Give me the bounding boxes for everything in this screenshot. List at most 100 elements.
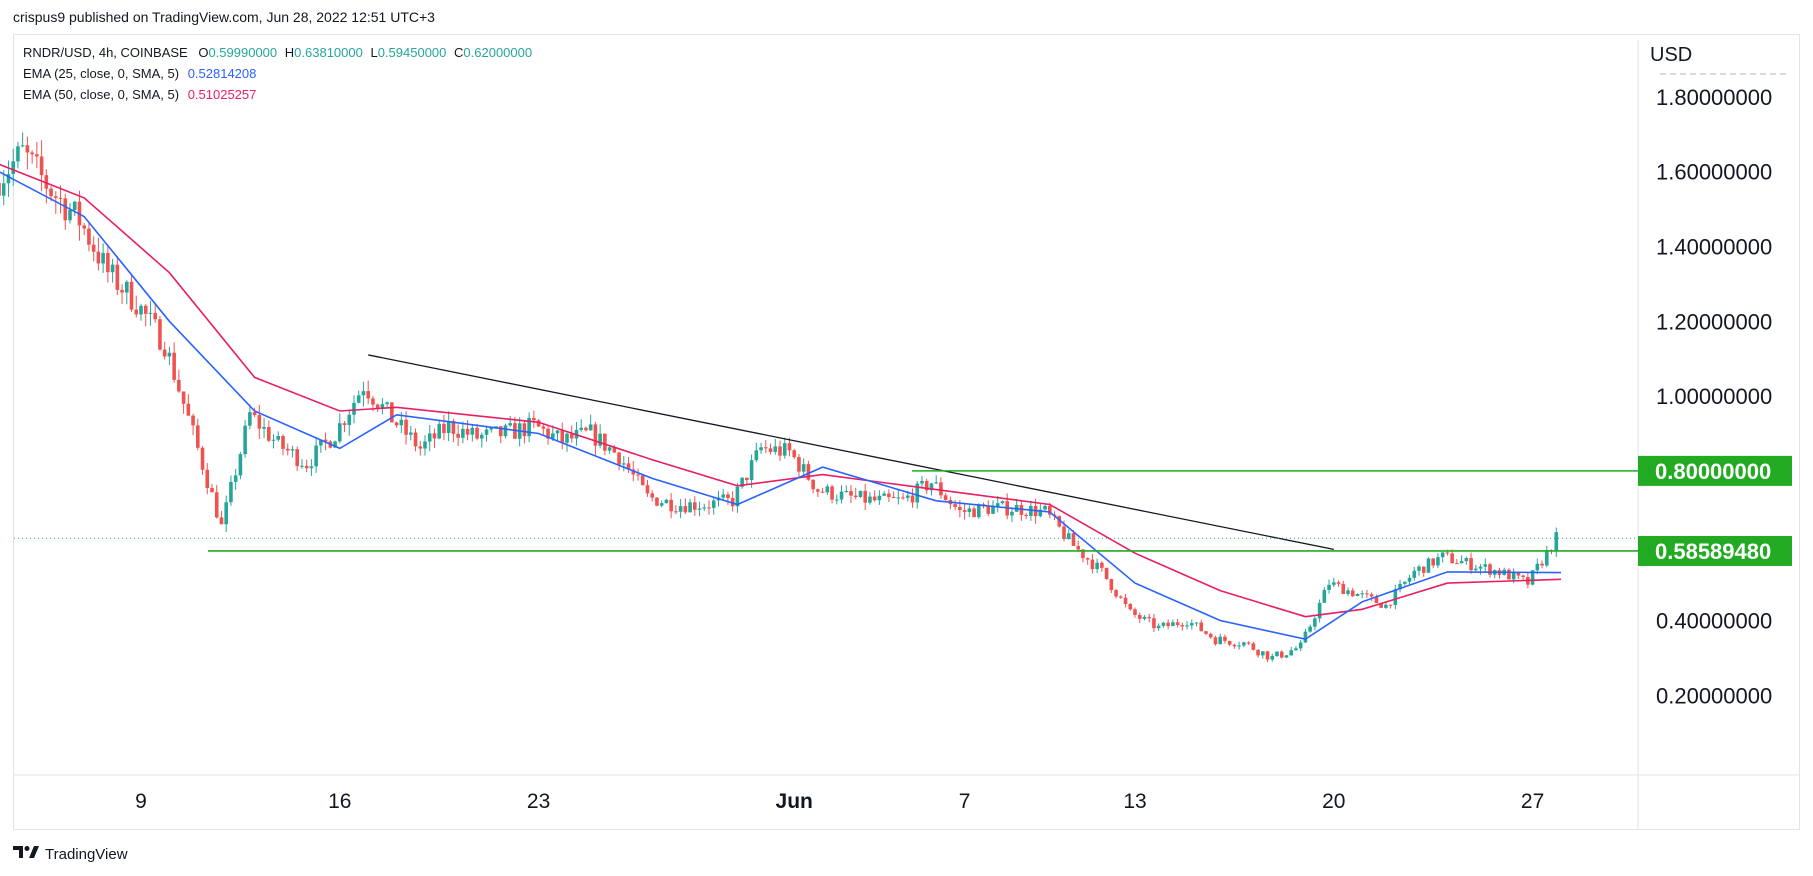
candle-body bbox=[863, 490, 867, 503]
candle-body bbox=[465, 428, 470, 435]
candle-body bbox=[640, 475, 645, 486]
candle-body bbox=[295, 449, 299, 467]
candle-body bbox=[1298, 642, 1303, 649]
candle-body bbox=[1464, 558, 1469, 562]
candle-body bbox=[1294, 648, 1298, 651]
candle-body bbox=[1270, 656, 1275, 660]
candle-body bbox=[745, 477, 749, 481]
candle-body bbox=[214, 492, 219, 518]
candle-body bbox=[924, 480, 929, 491]
candle-body bbox=[1223, 636, 1227, 642]
symbol-label: RNDR/USD, 4h, COINBASE bbox=[23, 45, 188, 60]
candle-body bbox=[120, 289, 124, 293]
level-label: 0.80000000 bbox=[1655, 459, 1771, 484]
time-tick-label: 7 bbox=[959, 790, 971, 813]
candle-body bbox=[891, 497, 896, 499]
candle-body bbox=[906, 495, 910, 498]
candle-body bbox=[872, 496, 877, 501]
price-axis: USD 1.80000000 1.60000000 1.40000000 1.20000… bbox=[1650, 44, 1790, 708]
candle-body bbox=[607, 447, 612, 451]
candle-body bbox=[1289, 650, 1293, 656]
candle-body bbox=[1332, 582, 1336, 585]
candle-body bbox=[707, 507, 711, 509]
candle-body bbox=[167, 352, 172, 357]
candle-body bbox=[380, 404, 385, 409]
price-tick-label: 1.40000000 bbox=[1656, 234, 1772, 259]
footer-brand[interactable]: TradingView bbox=[13, 845, 128, 863]
candle-body bbox=[442, 423, 446, 433]
candle-body bbox=[1426, 558, 1431, 573]
candle-body bbox=[693, 502, 697, 510]
candle-body bbox=[754, 450, 759, 461]
candle-body bbox=[1275, 651, 1279, 657]
candle-body bbox=[281, 435, 285, 449]
candle-body bbox=[143, 305, 148, 314]
level-label: 0.58589480 bbox=[1655, 539, 1771, 564]
candle-body bbox=[1474, 568, 1478, 571]
candle-body bbox=[181, 391, 186, 404]
candle-body bbox=[1147, 616, 1151, 619]
candle-body bbox=[1066, 533, 1071, 539]
candle-body bbox=[995, 503, 1000, 507]
candle-body bbox=[418, 446, 423, 449]
candle-body bbox=[1071, 533, 1076, 546]
candle-body bbox=[480, 434, 484, 439]
candle-body bbox=[546, 428, 550, 439]
candle-body bbox=[1369, 594, 1374, 597]
candle-body bbox=[730, 498, 735, 507]
candle-body bbox=[101, 252, 105, 264]
price-tick-label: 0.20000000 bbox=[1656, 683, 1772, 708]
candle-body bbox=[68, 210, 72, 221]
candle-body bbox=[323, 439, 328, 442]
candle-body bbox=[1081, 549, 1085, 559]
candle-body bbox=[1232, 644, 1237, 647]
candle-body bbox=[522, 423, 527, 437]
candle-body bbox=[792, 450, 796, 458]
candle-body bbox=[1379, 603, 1383, 608]
candle-body bbox=[1029, 505, 1033, 516]
candle-body bbox=[177, 379, 181, 392]
candle-body bbox=[432, 433, 437, 439]
candle-body bbox=[1152, 618, 1156, 629]
candle-body bbox=[1180, 625, 1185, 627]
candle-body bbox=[461, 428, 465, 438]
candle-body bbox=[404, 419, 408, 435]
ohlc-low-label: L bbox=[370, 45, 378, 60]
candle-body bbox=[508, 423, 512, 426]
candle-body bbox=[252, 412, 257, 416]
ohlc-high-value: 0.63810000 bbox=[294, 45, 363, 60]
candle-body bbox=[1346, 590, 1350, 594]
candle-body bbox=[721, 494, 725, 498]
candle-body bbox=[953, 504, 957, 507]
candle-body bbox=[1, 183, 6, 196]
candle-body bbox=[1545, 549, 1549, 566]
candle-body bbox=[579, 427, 583, 430]
candle-body bbox=[1114, 590, 1118, 597]
candle-body bbox=[1109, 579, 1114, 591]
candle-body bbox=[224, 502, 228, 525]
candle-body bbox=[622, 463, 626, 465]
candle-body bbox=[1279, 651, 1284, 658]
legend-ema50-row[interactable]: EMA (50, close, 0, SMA, 5) 0.51025257 bbox=[23, 87, 256, 103]
candle-body bbox=[617, 452, 621, 465]
candle-body bbox=[96, 251, 101, 264]
ema25-line bbox=[0, 171, 1562, 641]
candle-body bbox=[1445, 552, 1450, 554]
candle-body bbox=[1341, 583, 1346, 594]
candle-body bbox=[569, 433, 574, 439]
candle-body bbox=[726, 494, 730, 499]
candle-body bbox=[1133, 609, 1137, 616]
candle-body bbox=[1440, 552, 1445, 558]
candle-body bbox=[319, 439, 323, 446]
candle-body bbox=[1421, 566, 1426, 573]
candle-body bbox=[603, 433, 607, 451]
candle-body bbox=[1407, 577, 1412, 582]
candle-body bbox=[385, 402, 389, 405]
candle-body bbox=[309, 466, 314, 469]
legend-ema25-row[interactable]: EMA (25, close, 0, SMA, 5) 0.52814208 bbox=[23, 66, 256, 82]
candle-body bbox=[986, 506, 991, 514]
candle-body bbox=[1010, 511, 1014, 516]
candle-body bbox=[915, 483, 920, 503]
candle-body bbox=[1535, 563, 1540, 571]
